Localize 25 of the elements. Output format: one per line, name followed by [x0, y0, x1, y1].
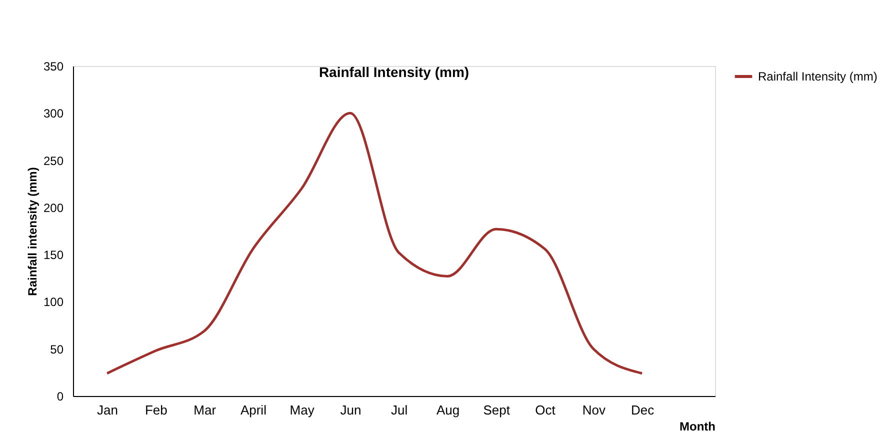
x-tick-label: Mar: [194, 402, 217, 418]
x-tick-label: Oct: [535, 402, 556, 418]
x-axis-title: Month: [680, 420, 716, 434]
y-tick-label: 50: [50, 342, 64, 356]
y-tick-label: 100: [43, 295, 64, 310]
y-axis-title: Rainfall intensity (mm): [25, 167, 40, 296]
x-tick-label: Jan: [97, 402, 118, 418]
y-tick-label: 150: [43, 248, 64, 262]
x-tick-label: Jul: [391, 402, 408, 418]
y-tick-label: 250: [43, 154, 64, 168]
x-tick-label: Sept: [483, 402, 510, 418]
line-series: [106, 112, 644, 375]
y-tick-label: 200: [43, 200, 64, 215]
x-tick-label: Dec: [630, 402, 655, 418]
x-tick-label: May: [290, 402, 315, 418]
x-tick-label: Feb: [144, 402, 168, 418]
y-tick-label: 0: [56, 390, 64, 404]
x-tick-label: Aug: [436, 402, 460, 418]
x-tick-label: April: [240, 402, 267, 418]
y-tick-label: 350: [43, 60, 64, 74]
x-tick-label: Jun: [340, 402, 362, 418]
x-tick-label: Nov: [582, 402, 606, 418]
y-tick-label: 300: [43, 106, 64, 121]
legend-label: Rainfall Intensity (mm): [758, 70, 878, 84]
chart-title: Rainfall Intensity (mm): [318, 64, 470, 80]
